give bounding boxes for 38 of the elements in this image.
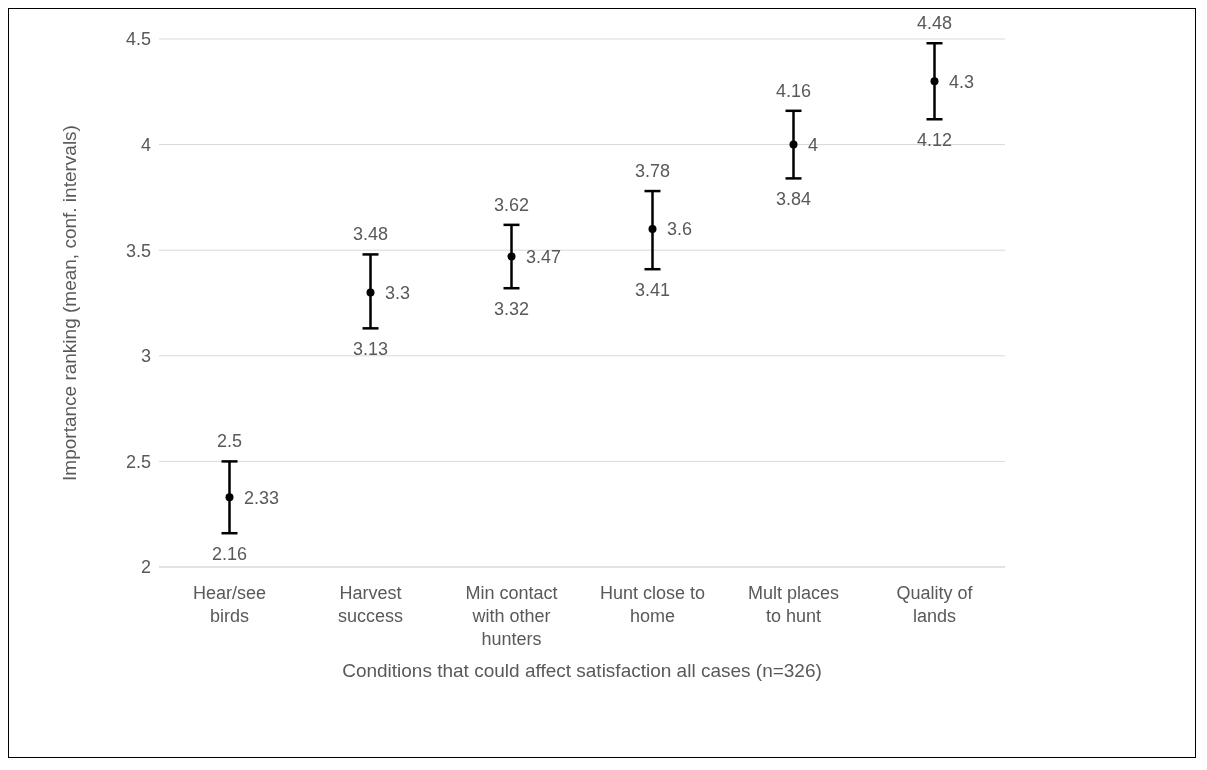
x-tick-label: Min contact with other hunters [465,583,558,649]
x-tick-label: Quality of lands [896,583,974,626]
annotation: 3.48 [352,224,389,245]
annotation: 3.32 [493,299,530,319]
y-tick-label: 2.5 [125,451,151,472]
y-tick-label: 4 [140,134,151,155]
data-label: 4 [808,134,819,155]
x-tick-label: Hear/see birds [192,583,267,626]
annotation: 3.62 [493,194,530,215]
point [225,493,234,502]
point [648,225,657,234]
point [789,140,798,149]
annotation: 4.16 [775,80,812,101]
point [366,288,375,297]
data-label: 3.47 [526,246,562,267]
data-label: 4.3 [949,71,975,92]
x-tick-label: Hunt close to home [599,583,706,626]
y-tick-label: 3 [140,346,151,367]
annotation: 4.12 [916,130,953,151]
point [930,77,939,86]
annotation: 3.41 [634,279,671,300]
annotation: 2.5 [216,431,243,452]
annotation: 3.84 [775,189,812,210]
data-label: 3.6 [667,219,693,240]
y-tick-label: 4.5 [125,29,151,50]
annotation: 2.16 [211,543,248,564]
point [507,252,516,261]
data-label: 3.3 [385,282,411,303]
y-axis-title: Importance ranking (mean, conf. intervals) [58,125,80,481]
x-axis-title: Conditions that could affect satisfaction all cases (n=326) [342,660,822,681]
annotation: 3.78 [634,161,671,182]
y-tick-label: 2 [140,557,151,578]
x-tick-label: Mult places to hunt [747,583,840,626]
annotation: 4.48 [916,13,953,34]
annotation: 3.13 [352,339,389,360]
x-tick-label: Harvest success [337,583,404,626]
y-tick-label: 3.5 [125,240,151,261]
data-label: 2.33 [244,487,280,508]
